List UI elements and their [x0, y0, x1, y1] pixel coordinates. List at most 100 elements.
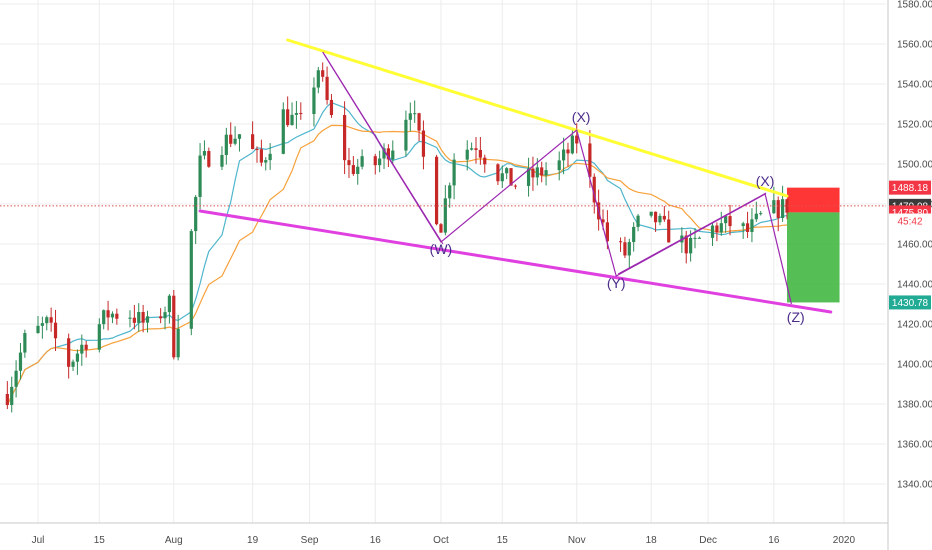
- candle-body: [632, 226, 636, 243]
- price-tick-label: 1540.00: [897, 80, 932, 91]
- candle-body: [623, 242, 627, 256]
- candle-body: [781, 199, 785, 218]
- candle-body: [229, 134, 233, 144]
- candle-body: [434, 156, 439, 225]
- candle: [544, 162, 548, 186]
- candle: [745, 211, 750, 238]
- time-tick-label: Nov: [568, 535, 586, 546]
- upper-trendline[interactable]: [286, 38, 789, 198]
- grid: [0, 0, 886, 523]
- candle-body: [531, 168, 535, 178]
- candle-body: [163, 312, 167, 319]
- candle: [781, 185, 785, 222]
- candle-body: [294, 113, 299, 115]
- lower-trendline[interactable]: [198, 209, 833, 314]
- time-tick-label: 18: [646, 535, 658, 546]
- wave-path[interactable]: [322, 51, 792, 305]
- candle: [710, 222, 715, 246]
- candle-body: [750, 219, 754, 232]
- time-tick-label: 16: [370, 535, 382, 546]
- candle-body: [785, 199, 789, 213]
- candle: [167, 294, 171, 324]
- candle: [106, 300, 110, 331]
- candle-body: [167, 295, 171, 313]
- candle-body: [439, 224, 443, 233]
- time-tick-label: 19: [247, 535, 259, 546]
- candle: [198, 143, 202, 210]
- candle-body: [207, 151, 211, 167]
- candle: [636, 214, 640, 232]
- candle: [290, 102, 294, 126]
- candle-body: [570, 135, 574, 154]
- candle: [264, 157, 268, 171]
- wave-leg-x2: [617, 192, 767, 275]
- candle-body: [360, 156, 364, 167]
- candle: [373, 153, 377, 175]
- candle: [483, 154, 487, 173]
- candle: [268, 143, 272, 170]
- candle-body: [408, 113, 412, 120]
- candle: [632, 222, 636, 252]
- candle: [627, 238, 631, 269]
- candle-body: [724, 216, 728, 224]
- candle-body: [373, 156, 377, 166]
- candle-body: [71, 361, 75, 367]
- candle-body: [40, 323, 44, 326]
- candle: [137, 303, 141, 332]
- candle: [557, 151, 561, 181]
- candle-body: [378, 158, 382, 166]
- candle-body: [386, 148, 390, 160]
- drawings[interactable]: [0, 38, 886, 314]
- candle-body: [128, 317, 132, 319]
- candle-body: [601, 219, 605, 223]
- take-profit-zone[interactable]: [786, 212, 840, 303]
- candle-body: [299, 113, 303, 115]
- stop-loss-zone[interactable]: [786, 187, 840, 213]
- candle-body: [325, 76, 329, 100]
- candle-body: [233, 138, 237, 144]
- candle-body: [347, 160, 351, 166]
- candle: [741, 221, 745, 239]
- candle: [715, 222, 719, 242]
- candle-body: [505, 168, 509, 174]
- wave-labels: (W) (X) (Y) (X) (Z): [430, 109, 805, 325]
- candle-body: [137, 312, 141, 323]
- candle: [562, 137, 566, 175]
- candle-body: [45, 317, 49, 324]
- candle: [658, 213, 662, 226]
- price-badge-stop-loss: 1488.18: [889, 180, 931, 195]
- candle: [465, 140, 469, 171]
- candle-body: [470, 148, 474, 150]
- price-badge-text: 1475.80: [892, 208, 929, 219]
- wave-label: (W): [430, 241, 453, 257]
- candle-body: [172, 295, 176, 358]
- candle-body: [382, 148, 386, 159]
- candle-body: [343, 115, 347, 161]
- candle-body: [575, 135, 579, 144]
- candle-body: [465, 149, 469, 160]
- candle: [540, 161, 544, 183]
- candle-body: [237, 134, 242, 139]
- candle-body: [67, 338, 71, 367]
- time-tick-label: 15: [497, 535, 509, 546]
- time-tick-label: Jul: [32, 535, 45, 546]
- candle: [434, 154, 439, 226]
- candle: [159, 308, 163, 324]
- candle-body: [653, 211, 658, 223]
- candle-body: [110, 313, 115, 318]
- candle: [67, 333, 71, 379]
- candle: [439, 222, 443, 233]
- price-badge-bg: [889, 295, 931, 310]
- candle-body: [198, 155, 202, 197]
- candle-body: [684, 235, 688, 254]
- short-position-tool[interactable]: [786, 187, 840, 303]
- candle-body: [776, 200, 780, 218]
- candle: [566, 142, 570, 167]
- price-badge-text: 45:42: [897, 217, 922, 228]
- candle-body: [329, 99, 334, 116]
- candle-body: [351, 165, 355, 174]
- candle-body: [500, 173, 504, 182]
- candle-body: [264, 160, 268, 163]
